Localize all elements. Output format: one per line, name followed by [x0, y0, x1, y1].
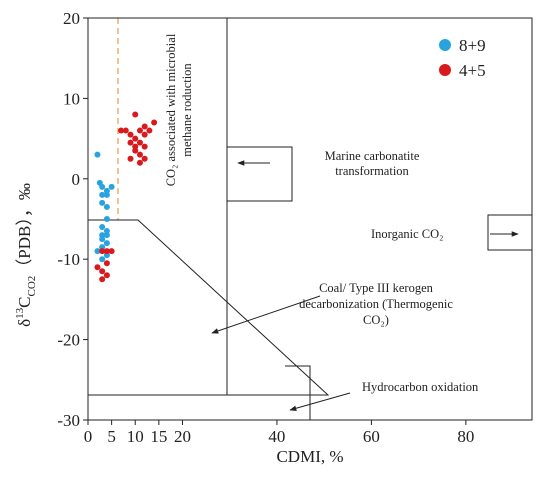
- point: [103, 191, 110, 198]
- annotation: CO₂ associated with microbial methane rod…: [164, 33, 194, 186]
- point: [103, 203, 110, 210]
- x-tick-label: 15: [150, 427, 167, 446]
- point: [136, 159, 143, 166]
- point: [94, 264, 101, 271]
- x-tick-label: 60: [363, 427, 380, 446]
- legend-label: 4+5: [459, 61, 486, 80]
- y-label-part: C: [15, 297, 34, 308]
- point: [99, 224, 106, 231]
- annotation: Hydrocarbon oxidation: [362, 380, 479, 394]
- marine-box: [226, 146, 293, 202]
- point: [99, 248, 106, 255]
- y-label-part: CO2: [26, 276, 38, 297]
- y-label-part: （PDB），‰: [15, 183, 34, 276]
- boundary: [88, 219, 330, 396]
- annotation-line: methane roduction: [180, 63, 194, 157]
- annotation-line: decarbonization (Thermogenic: [299, 297, 453, 311]
- point: [141, 143, 148, 150]
- y-tick-label: -10: [57, 250, 80, 269]
- y-label-part: δ: [15, 319, 34, 327]
- point: [136, 139, 143, 146]
- x-tick-label: 5: [107, 427, 116, 446]
- point: [99, 276, 106, 283]
- point: [141, 155, 148, 162]
- point: [94, 151, 101, 158]
- point: [108, 248, 115, 255]
- point: [127, 131, 134, 138]
- point: [99, 236, 106, 243]
- point: [99, 191, 106, 198]
- arrow: [289, 392, 351, 411]
- point: [99, 183, 106, 190]
- point: [103, 272, 110, 279]
- point: [127, 139, 134, 146]
- region-boundaries: [88, 18, 533, 420]
- annotation-line: CO₂ associated with microbial: [164, 33, 178, 186]
- point: [141, 123, 148, 130]
- x-tick-label: 0: [84, 427, 93, 446]
- point: [146, 127, 153, 134]
- point: [141, 131, 148, 138]
- annotation: Coal/ Type III kerogen decarbonization (T…: [299, 281, 453, 327]
- point: [94, 248, 101, 255]
- y-tick-label: -20: [57, 331, 80, 350]
- point: [136, 151, 143, 158]
- legend-marker: [439, 64, 451, 76]
- x-tick-label: 10: [127, 427, 144, 446]
- legend-label: 8+9: [459, 36, 486, 55]
- point: [122, 127, 129, 134]
- y-tick-label: 10: [63, 89, 80, 108]
- point: [103, 248, 110, 255]
- annotation-line: Marine carbonatite: [325, 149, 420, 163]
- arrow: [211, 295, 321, 334]
- y-tick-label: 0: [72, 170, 81, 189]
- point: [136, 127, 143, 134]
- annotation-line: Coal/ Type III kerogen: [319, 281, 434, 295]
- annotation: Inorganic CO₂: [371, 227, 444, 241]
- point: [132, 147, 139, 154]
- point: [99, 268, 106, 275]
- point: [132, 135, 139, 142]
- point: [108, 183, 115, 190]
- x-tick-label: 80: [457, 427, 474, 446]
- y-label-part: 13: [14, 307, 26, 319]
- y-tick-label: -30: [57, 411, 80, 430]
- boundary: [285, 365, 311, 420]
- y-axis-label: δ13CCO2（PDB），‰: [14, 183, 38, 327]
- annotation-line: transformation: [335, 164, 409, 178]
- annotation: Marine carbonatite transformation: [325, 149, 420, 178]
- point: [99, 199, 106, 206]
- plot-frame: [87, 17, 533, 421]
- y-tick-label: 20: [63, 9, 80, 28]
- annotation-line: CO₂): [363, 313, 389, 327]
- point: [151, 119, 158, 126]
- point: [103, 240, 110, 247]
- point: [103, 260, 110, 267]
- legend-marker: [439, 39, 451, 51]
- point: [103, 216, 110, 222]
- point: [127, 155, 134, 162]
- x-tick-label: 40: [268, 427, 285, 446]
- point: [103, 232, 110, 239]
- inorganic-box: [487, 214, 533, 251]
- x-tick-label: 20: [174, 427, 191, 446]
- point: [132, 111, 139, 118]
- point: [99, 256, 106, 263]
- x-axis-label: CDMI, %: [276, 447, 343, 466]
- point: [118, 127, 125, 134]
